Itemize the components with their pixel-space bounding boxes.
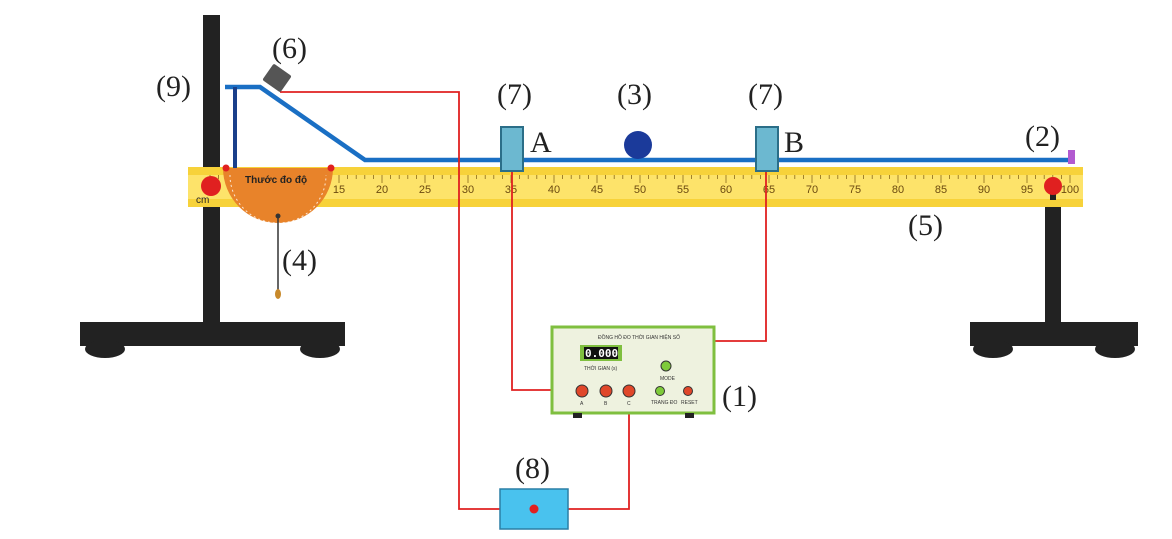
ruler-number: 20	[376, 184, 388, 196]
timer-reset-label: RESET	[681, 400, 698, 406]
timer-display-label: THỜI GIAN (s)	[584, 365, 618, 372]
ruler-unit: cm	[196, 195, 209, 206]
photogate-a-body	[500, 126, 524, 172]
track-end-stopper	[1068, 150, 1075, 164]
right-stand-foot	[973, 340, 1013, 358]
ruler-number: 85	[935, 184, 947, 196]
photogate-b	[755, 126, 779, 172]
ruler-number: 30	[462, 184, 474, 196]
ruler-ticks	[209, 175, 1071, 183]
ruler-number: 95	[1021, 184, 1033, 196]
electromagnet-body	[263, 64, 291, 92]
left-stand-base	[80, 322, 345, 346]
ruler-number: 45	[591, 184, 603, 196]
left-stand-foot	[85, 340, 125, 358]
switch-box	[499, 488, 569, 530]
ruler-number: 25	[419, 184, 431, 196]
track	[225, 84, 1075, 168]
ruler-number: 70	[806, 184, 818, 196]
ruler-number: 15	[333, 184, 345, 196]
timer-display-value: 0.000	[585, 347, 618, 360]
plumb-bob	[275, 289, 281, 299]
ruler: 0510152025303540455055606570758085909510…	[188, 167, 1083, 207]
timer-mode-knob[interactable]	[660, 360, 672, 372]
digital-timer: ĐỒNG HỒ ĐO THỜI GIAN HIỆN SỐ 0.000 THỜI …	[550, 325, 716, 418]
timer-port-c[interactable]	[622, 384, 636, 398]
label-gate-b: B	[784, 126, 804, 159]
label-7-a: (7)	[497, 78, 532, 111]
label-8: (8)	[515, 452, 550, 485]
protractor-body	[223, 168, 333, 223]
track-rail	[225, 84, 1070, 163]
ruler-number: 60	[720, 184, 732, 196]
label-gate-a: A	[530, 126, 552, 159]
right-pivot-dot	[1044, 177, 1062, 195]
timer-port-b-label: B	[604, 401, 608, 407]
photogate-a	[500, 126, 524, 172]
ruler-number: 100	[1061, 184, 1079, 196]
right-stand-foot	[1095, 340, 1135, 358]
label-9: (9)	[156, 70, 191, 103]
label-3: (3)	[617, 78, 652, 111]
label-4: (4)	[282, 244, 317, 277]
protractor: Thước đo độ	[222, 164, 335, 299]
ruler-number: 40	[548, 184, 560, 196]
right-stand-rod	[1045, 192, 1061, 330]
timer-trang-button[interactable]	[655, 386, 665, 396]
ruler-inner	[188, 175, 1083, 199]
electromagnet	[263, 64, 291, 92]
protractor-pin	[222, 164, 230, 172]
ball	[624, 131, 652, 159]
timer-title: ĐỒNG HỒ ĐO THỜI GIAN HIỆN SỐ	[598, 333, 680, 341]
timer-trang-label: TRANG ĐO	[651, 400, 678, 406]
label-5: (5)	[908, 209, 943, 242]
switch-box-dot[interactable]	[529, 504, 539, 514]
ruler-number: 80	[892, 184, 904, 196]
ruler-number: 75	[849, 184, 861, 196]
timer-foot	[685, 413, 694, 418]
ruler-number: 55	[677, 184, 689, 196]
ruler-number: 90	[978, 184, 990, 196]
left-pivot-dot	[201, 176, 221, 196]
label-1: (1)	[722, 380, 757, 413]
timer-port-b[interactable]	[599, 384, 613, 398]
wire-6-to-8	[280, 91, 500, 510]
timer-foot	[573, 413, 582, 418]
right-stand	[970, 192, 1138, 358]
ruler-number: 35	[505, 184, 517, 196]
left-stand	[80, 15, 345, 358]
label-7-b: (7)	[748, 78, 783, 111]
timer-reset-button[interactable]	[683, 386, 693, 396]
photogate-b-body	[755, 126, 779, 172]
wire-8-to-timer	[568, 392, 630, 510]
protractor-center	[275, 213, 281, 219]
timer-port-a-label: A	[580, 401, 584, 407]
left-stand-foot	[300, 340, 340, 358]
timer-case	[550, 325, 716, 415]
label-2: (2)	[1025, 120, 1060, 153]
label-6: (6)	[272, 32, 307, 65]
ruler-number: 65	[763, 184, 775, 196]
ruler-number: 50	[634, 184, 646, 196]
protractor-title: Thước đo độ	[245, 175, 307, 186]
timer-mode-label: MODE	[660, 376, 676, 382]
protractor-pin	[327, 164, 335, 172]
timer-port-c-label: C	[627, 401, 631, 407]
timer-port-a[interactable]	[575, 384, 589, 398]
timer-display	[584, 347, 618, 359]
